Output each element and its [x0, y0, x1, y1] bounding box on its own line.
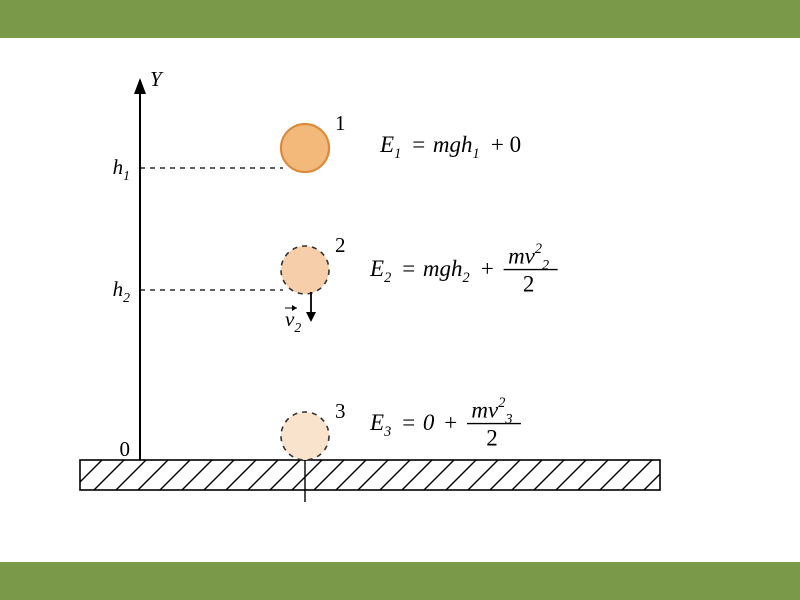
ball-3-number: 3 [335, 399, 346, 423]
svg-text:+: + [481, 256, 494, 281]
svg-text:=: = [402, 410, 415, 435]
svg-text:=: = [412, 132, 425, 157]
svg-text:+: + [444, 410, 457, 435]
equation-e1: E1 = mgh1 + 0 [379, 132, 521, 162]
svg-text:+ 0: + 0 [491, 132, 521, 157]
svg-text:2: 2 [486, 426, 498, 451]
label-origin-zero: 0 [120, 437, 131, 461]
velocity-arrow-head [306, 312, 316, 322]
ball-1-number: 1 [335, 111, 346, 135]
ground [50, 460, 718, 490]
border-top-bar [0, 0, 800, 38]
ball-3 [281, 412, 329, 460]
ball-1 [281, 124, 329, 172]
diagram-canvas: Yh1h20123v2E1=mgh1+ 0E2=mgh2+mv222E3=0+m… [0, 38, 800, 562]
equation-e3: E3 = 0 + mv232 [369, 395, 521, 451]
svg-text:E3: E3 [369, 410, 391, 440]
svg-text:0: 0 [423, 410, 435, 435]
label-h1: h1 [113, 155, 130, 183]
svg-text:mgh2: mgh2 [423, 256, 470, 286]
svg-text:mv22: mv22 [508, 241, 549, 273]
label-v2: v2 [285, 307, 301, 335]
svg-text:E1: E1 [379, 132, 401, 162]
ball-2 [281, 246, 329, 294]
axis-label-y: Y [150, 67, 164, 91]
label-h2: h2 [113, 277, 131, 305]
svg-text:2: 2 [523, 272, 535, 297]
equation-e2: E2 = mgh2 + mv222 [369, 241, 558, 297]
border-bottom-bar [0, 562, 800, 600]
svg-text:mv23: mv23 [471, 395, 512, 427]
y-axis-arrowhead [134, 78, 146, 94]
svg-text:=: = [402, 256, 415, 281]
svg-text:E2: E2 [369, 256, 391, 286]
ball-2-number: 2 [335, 233, 346, 257]
svg-text:mgh1: mgh1 [433, 132, 480, 162]
